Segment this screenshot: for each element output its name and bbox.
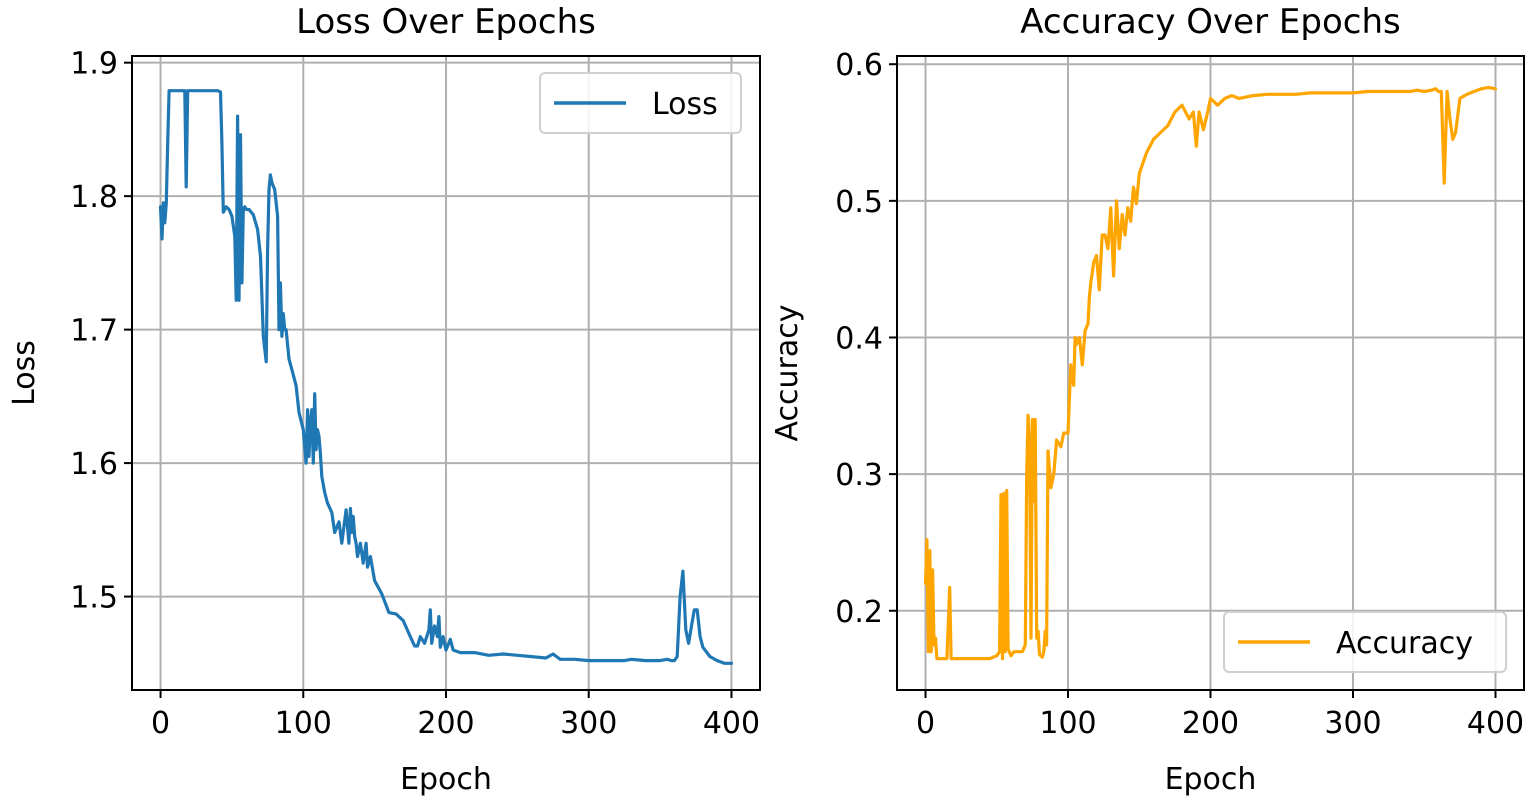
y-tick-label: 1.6 bbox=[70, 447, 118, 482]
series-line-loss bbox=[158, 89, 734, 665]
x-axis-label: Epoch bbox=[400, 762, 492, 797]
y-tick-label: 1.5 bbox=[70, 581, 118, 616]
chart-panel-2: 0 100 200 300 400 0.2 0.3 0.4 0.5 0.6 Accuracy Ove… bbox=[770, 2, 1525, 797]
chart-panel-1: 0 100 200 300 400 1.5 1.6 1.7 1.8 1.9 Loss Over Ep… bbox=[7, 2, 761, 797]
y-tick-label: 0.3 bbox=[835, 458, 883, 493]
x-tick-label: 200 bbox=[1182, 706, 1239, 741]
legend-label: Loss bbox=[652, 87, 718, 122]
series-line-accuracy bbox=[923, 85, 1498, 661]
y-tick-label: 1.7 bbox=[70, 314, 118, 349]
chart-title: Loss Over Epochs bbox=[296, 2, 596, 42]
legend: Loss bbox=[539, 72, 742, 134]
y-tick-label: 0.2 bbox=[835, 595, 883, 630]
y-tick-label: 0.6 bbox=[835, 48, 883, 83]
x-tick-label: 400 bbox=[1467, 706, 1524, 741]
x-tick-label: 0 bbox=[916, 706, 935, 741]
y-axis-label: Accuracy bbox=[770, 305, 805, 442]
x-tick-label: 0 bbox=[151, 706, 170, 741]
x-tick-label: 100 bbox=[1039, 706, 1096, 741]
x-axis-label: Epoch bbox=[1165, 762, 1257, 797]
legend-box bbox=[539, 72, 742, 134]
y-axis-label: Loss bbox=[7, 340, 42, 406]
y-tick-label: 1.8 bbox=[70, 180, 118, 215]
x-tick-label: 400 bbox=[703, 706, 760, 741]
x-tick-label: 200 bbox=[417, 706, 474, 741]
y-tick-label: 0.5 bbox=[835, 185, 883, 220]
x-tick-label: 300 bbox=[560, 706, 617, 741]
x-tick-label: 100 bbox=[275, 706, 332, 741]
y-tick-label: 1.9 bbox=[70, 47, 118, 82]
y-tick-label: 0.4 bbox=[835, 321, 883, 356]
legend-box bbox=[1223, 611, 1507, 673]
legend-label: Accuracy bbox=[1336, 626, 1473, 661]
chart-title: Accuracy Over Epochs bbox=[1020, 2, 1400, 42]
x-tick-label: 300 bbox=[1324, 706, 1381, 741]
legend: Accuracy bbox=[1223, 611, 1507, 673]
